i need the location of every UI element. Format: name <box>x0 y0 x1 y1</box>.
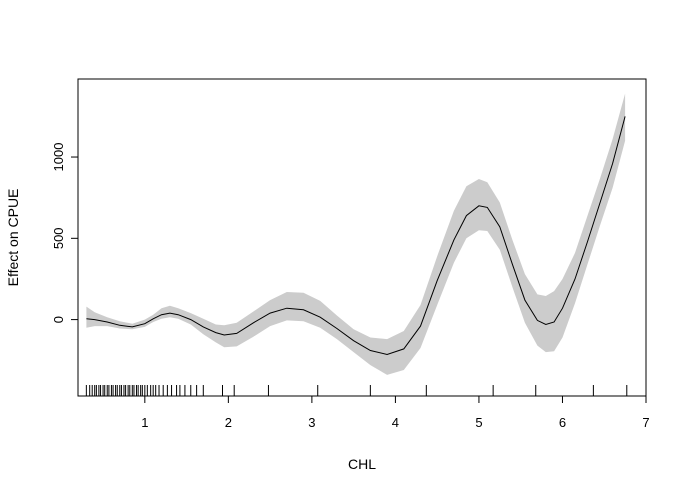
x-tick-label: 4 <box>392 415 399 430</box>
y-tick-label: 1000 <box>51 143 66 172</box>
y-tick-label: 500 <box>51 227 66 249</box>
y-axis-title: Effect on CPUE <box>5 189 21 287</box>
x-tick-label: 1 <box>141 415 148 430</box>
y-axis: 0 500 1000 <box>51 143 79 323</box>
effect-line-layer <box>86 116 626 356</box>
confidence-band <box>86 93 626 375</box>
rug-layer <box>85 385 628 396</box>
y-tick-label: 0 <box>51 316 66 323</box>
x-axis-title: CHL <box>348 456 376 472</box>
x-tick-label: 3 <box>308 415 315 430</box>
x-tick-label: 6 <box>559 415 566 430</box>
effect-line <box>86 116 626 356</box>
x-tick-label: 5 <box>475 415 482 430</box>
x-tick-label: 7 <box>642 415 649 430</box>
x-tick-label: 2 <box>225 415 232 430</box>
x-axis: 1 2 3 4 5 6 7 <box>141 395 650 430</box>
confidence-band-layer <box>86 93 626 375</box>
